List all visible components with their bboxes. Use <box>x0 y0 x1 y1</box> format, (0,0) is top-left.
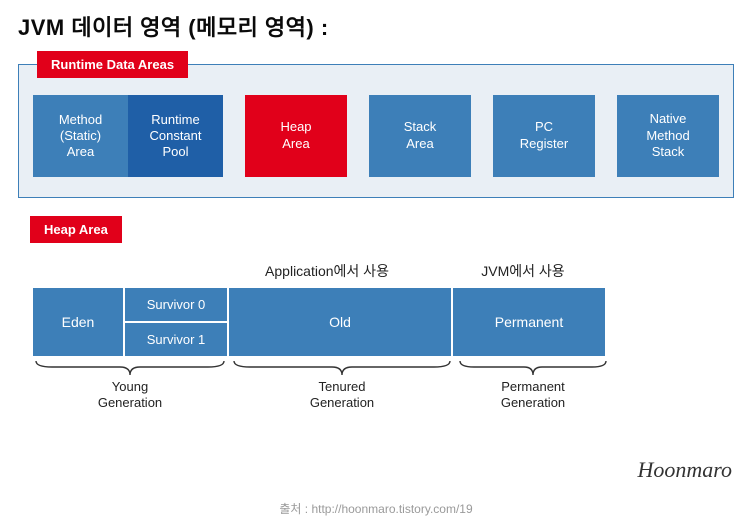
brace-young: YoungGeneration <box>32 359 228 412</box>
heap-tag: Heap Area <box>30 216 122 243</box>
heap-row: Eden Survivor 0 Survivor 1 Old Permanent <box>32 287 612 357</box>
stack-area-box: StackArea <box>369 95 471 177</box>
label-permanent-generation: PermanentGeneration <box>501 379 565 412</box>
label-tenured-generation: TenuredGeneration <box>310 379 374 412</box>
label-application-use: Application에서 사용 <box>216 261 438 281</box>
heap-survivor0: Survivor 0 <box>124 287 228 322</box>
braces-row: YoungGeneration TenuredGeneration Perman… <box>32 359 612 412</box>
heap-old: Old <box>228 287 452 357</box>
method-area-group: Method(Static)Area RuntimeConstantPool <box>33 95 223 177</box>
brace-icon <box>230 359 454 377</box>
heap-survivor1: Survivor 1 <box>124 322 228 357</box>
brace-permanent: PermanentGeneration <box>456 359 610 412</box>
rda-row: Method(Static)Area RuntimeConstantPool H… <box>33 95 719 177</box>
runtime-constant-pool: RuntimeConstantPool <box>128 95 223 177</box>
method-static-area: Method(Static)Area <box>33 95 128 177</box>
brace-tenured: TenuredGeneration <box>230 359 454 412</box>
heap-area-box: HeapArea <box>245 95 347 177</box>
native-method-stack-box: NativeMethodStack <box>617 95 719 177</box>
heap-top-labels: Application에서 사용 JVM에서 사용 <box>18 261 734 281</box>
source-text: 출처 : http://hoonmaro.tistory.com/19 <box>0 500 752 517</box>
runtime-data-areas-panel: Runtime Data Areas Method(Static)Area Ru… <box>18 64 734 198</box>
brace-icon <box>32 359 228 377</box>
heap-eden: Eden <box>32 287 124 357</box>
heap-survivor-column: Survivor 0 Survivor 1 <box>124 287 228 357</box>
label-jvm-use: JVM에서 사용 <box>448 261 598 281</box>
page-title: JVM 데이터 영역 (메모리 영역) : <box>18 10 734 42</box>
rda-tag: Runtime Data Areas <box>37 51 188 78</box>
label-young-generation: YoungGeneration <box>98 379 162 412</box>
pc-register-box: PCRegister <box>493 95 595 177</box>
brace-icon <box>456 359 610 377</box>
signature: Hoonmaro <box>637 457 732 483</box>
heap-permanent: Permanent <box>452 287 606 357</box>
